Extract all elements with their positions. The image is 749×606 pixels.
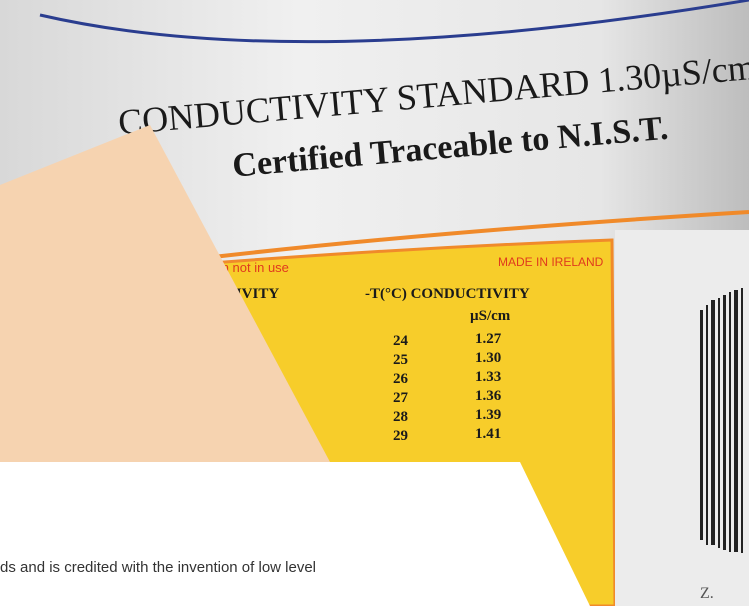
temperature-cell: 26 [393,371,409,387]
caption: ds and is credited with the invention of… [0,559,316,576]
conductivity-cell: 1.36 [475,388,502,404]
right-header: -T(°C) CONDUCTIVITY [365,286,530,302]
conductivity-cell: 1.41 [475,426,501,442]
side-mark: Z. [700,585,714,602]
conductivity-cell: 1.33 [475,369,501,385]
temperature-cell: 28 [393,409,408,425]
side-panel [615,230,749,606]
conductivity-cell: 1.30 [475,350,501,366]
screen: CONDUCTIVITY STANDARD 1.30µS/cm @25 Cert… [0,0,749,606]
label-origin: MADE IN IRELAND [498,255,604,269]
conductivity-cell: 1.39 [475,407,501,423]
right-unit: µS/cm [470,308,511,324]
temperature-cell: 25 [393,352,408,368]
white-overlay [0,462,590,606]
temperature-cell: 29 [393,428,408,444]
conductivity-cell: 1.27 [475,331,502,347]
temperature-cell: 24 [393,333,409,349]
temperature-cell: 27 [393,390,409,406]
